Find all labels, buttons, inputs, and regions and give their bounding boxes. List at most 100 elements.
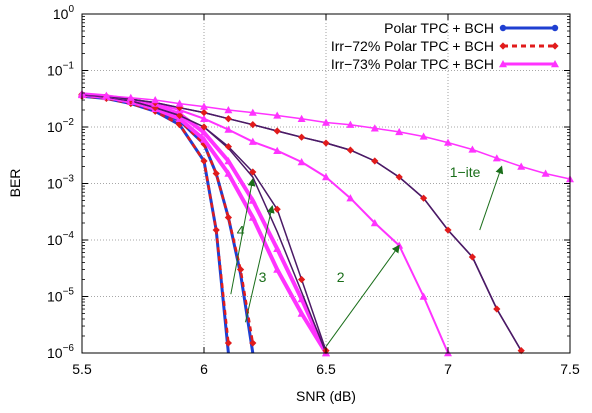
y-axis-label: BER — [7, 169, 23, 198]
data-point — [273, 205, 281, 213]
data-point — [517, 347, 525, 355]
y-tick-label: 10−4 — [47, 230, 74, 248]
data-point — [517, 162, 526, 170]
data-point — [224, 105, 233, 114]
data-point — [346, 120, 355, 128]
data-point — [298, 275, 306, 284]
legend-marker — [551, 42, 559, 50]
data-point — [224, 157, 233, 165]
data-point — [468, 145, 477, 153]
data-point — [273, 146, 282, 154]
data-point — [420, 194, 428, 202]
data-point — [248, 213, 257, 221]
y-tick-label: 10−3 — [47, 174, 74, 192]
data-point — [212, 169, 220, 178]
annotation-label: 4 — [237, 223, 245, 239]
data-point — [249, 339, 257, 347]
legend: Polar TPC + BCH Irr−72% Polar TPC + BCH Ir… — [331, 20, 559, 72]
data-point — [297, 158, 306, 166]
legend-label: Irr−73% Polar TPC + BCH — [331, 56, 494, 72]
x-tick-label: 7.5 — [560, 361, 580, 377]
y-tick-label: 10−2 — [47, 117, 74, 135]
data-point — [395, 173, 403, 181]
data-point — [493, 305, 501, 313]
legend-label: Irr−72% Polar TPC + BCH — [331, 38, 494, 54]
data-point — [346, 146, 354, 154]
data-point — [126, 93, 135, 101]
data-point — [541, 169, 550, 177]
data-point — [224, 213, 232, 222]
data-point — [224, 339, 232, 347]
data-point — [248, 196, 257, 204]
annotation-arrow — [244, 205, 275, 323]
annotations: 1−ite 2 3 4 — [230, 164, 504, 347]
data-point — [200, 157, 208, 165]
legend-label: Polar TPC + BCH — [384, 20, 494, 36]
annotation-label: 1−ite — [450, 164, 481, 180]
annotation-arrow — [230, 178, 256, 295]
data-point — [248, 137, 257, 145]
data-point — [200, 108, 208, 117]
legend-marker — [499, 24, 507, 32]
legend-marker — [499, 60, 507, 68]
data-point — [224, 169, 233, 177]
data-point — [212, 226, 220, 234]
data-point — [297, 114, 306, 122]
axis-ticks: 5.5 6 6.5 7 7.5 100 10−1 10−2 10−3 10−4 10−5 10−6 — [47, 4, 580, 377]
data-point — [419, 292, 428, 300]
series-lines — [78, 89, 574, 357]
data-point — [273, 244, 282, 252]
data-point — [200, 128, 208, 136]
data-point — [176, 111, 184, 120]
data-point — [224, 125, 233, 133]
data-point — [224, 142, 232, 151]
data-point — [249, 168, 257, 176]
annotation-label: 3 — [259, 269, 267, 285]
data-point — [200, 135, 208, 143]
data-point — [175, 99, 184, 107]
legend-marker — [551, 24, 559, 32]
legend-marker — [551, 60, 559, 68]
data-point — [444, 226, 452, 234]
data-point — [492, 154, 501, 162]
x-tick-label: 5.5 — [72, 361, 92, 377]
data-point — [249, 121, 257, 129]
x-tick-label: 7 — [444, 361, 452, 377]
data-point — [322, 139, 330, 147]
data-point — [346, 194, 355, 202]
data-point — [322, 173, 330, 181]
data-point — [297, 295, 306, 303]
annotation-label: 2 — [337, 269, 345, 285]
data-point — [102, 91, 111, 99]
data-point — [371, 157, 379, 165]
legend-marker — [499, 42, 507, 50]
data-point — [297, 309, 306, 317]
data-point — [200, 114, 208, 122]
data-point — [444, 138, 452, 146]
grid-lines — [82, 14, 570, 353]
x-tick-label: 6 — [200, 361, 208, 377]
data-point — [273, 127, 281, 135]
data-point — [224, 115, 232, 123]
x-axis-label: SNR (dB) — [296, 388, 356, 404]
data-point — [419, 132, 428, 140]
data-point — [395, 127, 404, 136]
annotation-arrow — [325, 244, 400, 347]
data-point — [237, 265, 245, 274]
data-point — [200, 102, 208, 110]
data-point — [298, 133, 306, 141]
y-tick-label: 10−6 — [47, 343, 74, 361]
y-tick-label: 10−5 — [47, 287, 74, 305]
data-point — [200, 123, 208, 131]
data-point — [151, 96, 160, 104]
data-point — [370, 218, 379, 227]
data-point — [248, 108, 257, 116]
y-tick-label: 100 — [53, 4, 75, 22]
data-point — [322, 118, 330, 126]
annotation-arrow — [479, 165, 504, 231]
series-line — [81, 94, 255, 354]
data-point — [273, 111, 282, 119]
data-point — [273, 265, 282, 273]
y-tick-label: 10−1 — [47, 61, 74, 79]
